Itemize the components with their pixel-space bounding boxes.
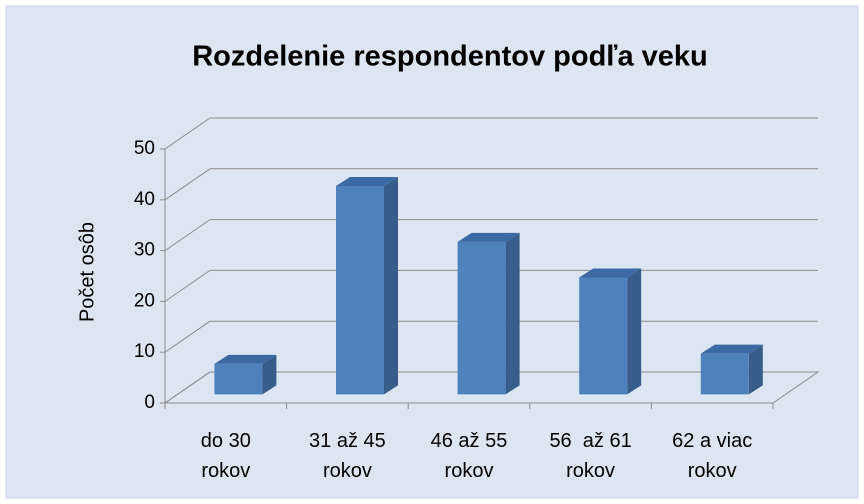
bar-front	[336, 186, 384, 395]
bar-side	[262, 354, 277, 395]
bar-top	[336, 177, 398, 187]
bar	[579, 268, 642, 395]
bar	[457, 232, 520, 395]
bar-side	[505, 232, 520, 395]
bar-side	[748, 344, 763, 395]
y-tick-label: 0	[144, 392, 155, 413]
chart-background	[5, 5, 859, 499]
bar-top	[457, 232, 520, 242]
x-tick-label: 62 a viac rokov	[672, 430, 758, 482]
bar	[700, 344, 763, 395]
y-tick-label: 50	[134, 138, 155, 159]
chart-title: Rozdelenie respondentov podľa veku	[192, 41, 708, 73]
grid-line	[164, 168, 211, 201]
grid-line	[164, 371, 211, 404]
x-tick-label: 56 až 61 rokov	[549, 430, 638, 482]
y-axis-label: Počet osôb	[76, 222, 98, 322]
bar-front	[700, 353, 749, 395]
bar	[214, 354, 277, 395]
bar	[336, 177, 398, 395]
bar-front	[214, 363, 263, 395]
y-tick-label: 10	[134, 341, 155, 362]
grid-line	[164, 269, 211, 302]
bar-front	[579, 277, 628, 395]
bar-top	[700, 344, 763, 354]
x-tick-label: 31 až 45 rokov	[309, 430, 392, 482]
grid-line	[164, 117, 211, 150]
bar-top	[579, 268, 642, 278]
grid-line	[164, 219, 211, 252]
y-tick-label: 30	[134, 240, 155, 261]
y-tick-label: 40	[134, 189, 155, 210]
x-tick-label: 46 až 55 rokov	[430, 430, 513, 482]
x-tick-label: do 30 rokov	[200, 430, 257, 482]
bar-side	[384, 177, 398, 395]
grid-line	[164, 320, 211, 353]
bar-top	[214, 354, 277, 364]
bar-side	[627, 268, 642, 395]
y-tick-label: 20	[134, 290, 155, 311]
bar-front	[457, 241, 506, 395]
